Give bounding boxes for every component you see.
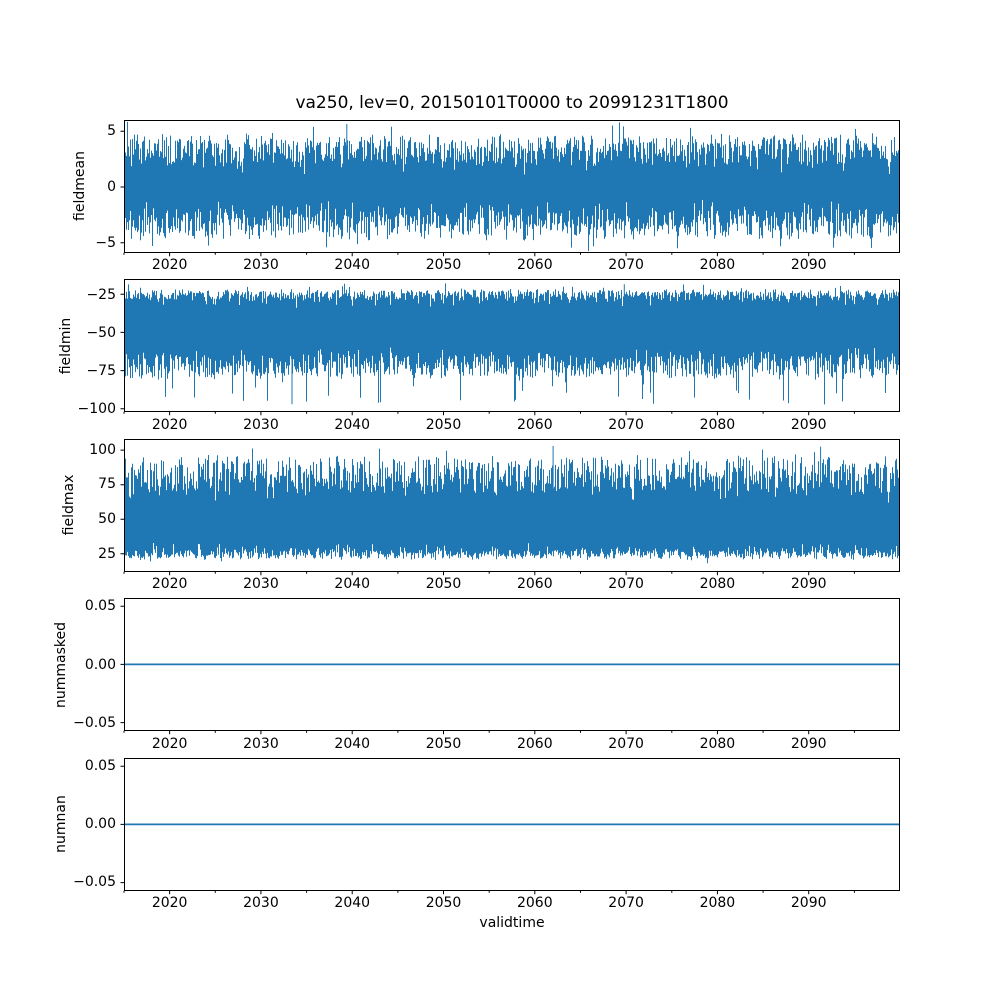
x-tick-label: 2040 (334, 576, 371, 593)
x-tick-label: 2090 (790, 735, 827, 752)
axes-frame (124, 120, 900, 253)
x-tick-label: 2070 (608, 576, 644, 593)
x-tick-label: 2060 (516, 257, 553, 274)
y-tick-label-fieldmin: −50 (86, 324, 116, 341)
x-tick-label: 2040 (334, 894, 371, 911)
y-tick-label-fieldmax: 100 (89, 441, 116, 458)
x-tick-label: 2060 (516, 576, 553, 593)
subplot-fieldmean (120, 120, 900, 257)
x-tick-label: 2050 (425, 576, 462, 593)
y-tick-label-fieldmax: 75 (98, 476, 116, 493)
x-tick-label: 2070 (608, 894, 644, 911)
x-tick-label: 2020 (151, 735, 188, 752)
y-tick-label-fieldmean: 0 (107, 178, 116, 195)
x-tick-label: 2060 (516, 894, 553, 911)
chart-title: va250, lev=0, 20150101T0000 to 20991231T… (295, 93, 729, 113)
x-tick-label: 2020 (151, 257, 188, 274)
tick-marks (120, 765, 855, 894)
x-tick-label: 2070 (608, 416, 644, 433)
axes-frame (124, 757, 900, 891)
x-tick-label: 2050 (425, 257, 462, 274)
x-axis-label: validtime (479, 915, 545, 931)
y-tick-label-fieldmin: −25 (86, 286, 116, 303)
x-tick-label: 2090 (790, 894, 827, 911)
x-tick-label: 2060 (516, 416, 553, 433)
x-tick-label: 2030 (243, 576, 279, 593)
y-tick-label-fieldmax: 50 (98, 511, 116, 528)
tick-marks (120, 605, 855, 735)
axes-frame (124, 438, 900, 572)
x-tick-label: 2030 (243, 735, 279, 752)
x-tick-label: 2080 (699, 735, 736, 752)
subplot-nummasked (120, 598, 900, 735)
subplot-numnan (120, 757, 900, 894)
y-tick-label-nummasked: −0.05 (73, 714, 116, 731)
y-tick-label-nummasked: 0.05 (84, 598, 116, 615)
y-tick-label-numnan: 0.05 (84, 757, 116, 774)
y-tick-label-fieldmin: −100 (77, 401, 116, 418)
y-tick-label-fieldmean: −5 (95, 234, 116, 251)
x-tick-label: 2090 (790, 416, 827, 433)
tick-marks (120, 294, 855, 416)
tick-marks (120, 130, 855, 257)
x-tick-label: 2050 (425, 416, 462, 433)
x-tick-label: 2040 (334, 416, 371, 433)
x-tick-label: 2020 (151, 416, 188, 433)
y-tick-label-fieldmax: 25 (98, 545, 116, 562)
x-tick-label: 2030 (243, 894, 279, 911)
x-tick-label: 2090 (790, 576, 827, 593)
x-tick-label: 2030 (243, 416, 279, 433)
subplot-fieldmax (120, 438, 900, 576)
x-tick-label: 2020 (151, 894, 188, 911)
y-tick-label-numnan: 0.00 (84, 816, 116, 832)
x-tick-label: 2070 (608, 257, 644, 274)
axes-frame (124, 279, 900, 413)
series-line-fieldmax (124, 445, 900, 564)
x-tick-label: 2050 (425, 894, 462, 911)
series-line-fieldmin (124, 283, 900, 405)
series-line-fieldmean (124, 121, 900, 251)
x-tick-label: 2080 (699, 416, 736, 433)
x-tick-label: 2080 (699, 894, 736, 911)
x-tick-label: 2050 (425, 735, 462, 752)
x-tick-label: 2030 (243, 257, 279, 274)
x-tick-label: 2040 (334, 735, 371, 752)
x-tick-label: 2090 (790, 257, 827, 274)
y-tick-label-numnan: −0.05 (73, 874, 116, 891)
subplot-fieldmin (120, 279, 900, 416)
y-tick-label-fieldmin: −75 (86, 362, 116, 379)
x-tick-label: 2080 (699, 576, 736, 593)
x-tick-label: 2080 (699, 257, 736, 274)
y-tick-label-fieldmean: 5 (107, 123, 116, 140)
axes-frame (124, 598, 900, 731)
x-tick-label: 2040 (334, 257, 371, 274)
tick-marks (120, 449, 855, 576)
x-tick-label: 2070 (608, 735, 644, 752)
y-tick-label-nummasked: 0.00 (84, 656, 116, 673)
x-tick-label: 2020 (151, 576, 188, 593)
x-tick-label: 2060 (516, 735, 553, 752)
